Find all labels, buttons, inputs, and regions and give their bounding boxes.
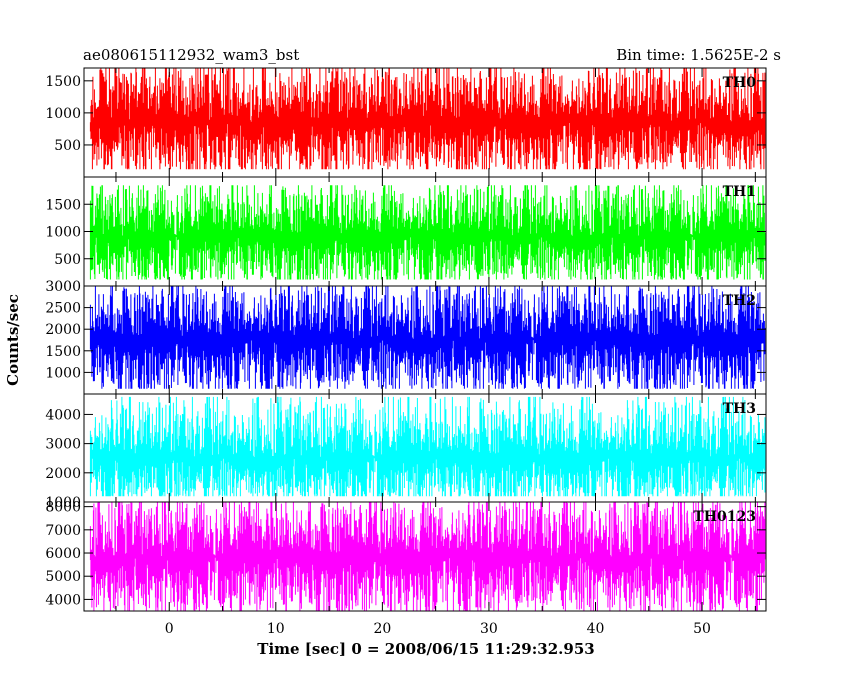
y-tick-label: 8000 <box>45 500 81 516</box>
y-tick-label: 7000 <box>45 523 81 539</box>
y-tick-label: 1500 <box>45 344 81 360</box>
panel-label-th2: TH2 <box>723 293 756 309</box>
panel-label-th0123: TH0123 <box>693 509 756 525</box>
y-tick-label: 1500 <box>45 74 81 90</box>
x-tick-label: 50 <box>693 621 711 637</box>
y-tick-label: 1000 <box>45 365 81 381</box>
y-tick-label: 1000 <box>45 225 81 241</box>
x-tick-label: 10 <box>267 621 285 637</box>
series-line-th1 <box>89 185 766 280</box>
panel-label-th3: TH3 <box>723 401 756 417</box>
panel-label-th1: TH1 <box>723 184 756 200</box>
y-tick-label: 500 <box>54 138 81 154</box>
y-tick-label: 5000 <box>45 569 81 585</box>
x-tick-label: 40 <box>587 621 605 637</box>
y-tick-label: 3000 <box>45 279 81 295</box>
x-axis-label: Time [sec] 0 = 2008/06/15 11:29:32.953 <box>257 640 594 658</box>
y-tick-label: 4000 <box>45 592 81 608</box>
panel-frame <box>83 501 767 612</box>
y-axis-label: Counts/sec <box>4 294 22 386</box>
series-line-th0123 <box>89 502 766 611</box>
y-tick-label: 4000 <box>45 407 81 423</box>
y-tick-label: 500 <box>54 252 81 268</box>
chart-title: ae080615112932_wam3_bst <box>83 46 299 64</box>
y-tick-label: 1000 <box>45 106 81 122</box>
panel-label-th0: TH0 <box>723 75 757 91</box>
y-tick-label: 1500 <box>45 197 81 213</box>
x-tick-label: 0 <box>165 621 174 637</box>
y-tick-label: 3000 <box>45 437 81 453</box>
chart-subtitle: Bin time: 1.5625E-2 s <box>616 46 781 64</box>
series-line-th0 <box>89 68 766 170</box>
y-tick-label: 1000 <box>45 495 81 511</box>
y-tick-label: 2000 <box>45 322 81 338</box>
y-tick-label: 2500 <box>45 301 81 317</box>
y-tick-label: 2000 <box>45 466 81 482</box>
series-line-th2 <box>89 286 766 389</box>
y-tick-label: 6000 <box>45 546 81 562</box>
series-line-th3 <box>89 396 766 497</box>
x-tick-label: 20 <box>373 621 391 637</box>
x-tick-label: 30 <box>480 621 498 637</box>
